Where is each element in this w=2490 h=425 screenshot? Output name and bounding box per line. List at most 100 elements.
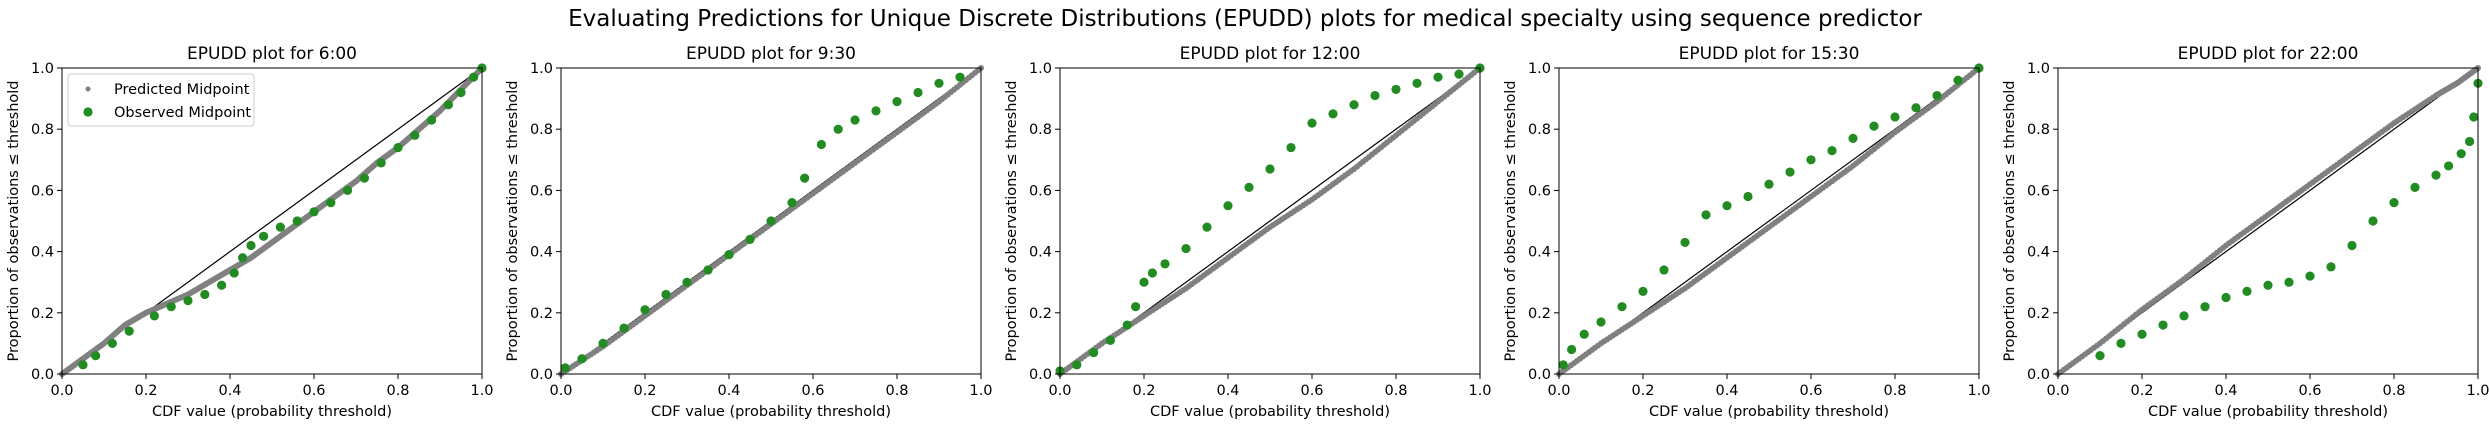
x-tick-label: 0.2 <box>2130 383 2153 399</box>
observed-point <box>2221 292 2231 303</box>
y-tick-label: 0.4 <box>1029 245 1052 261</box>
observed-point <box>1089 347 1099 358</box>
observed-point <box>1122 320 1132 330</box>
observed-point <box>2410 182 2420 192</box>
observed-point <box>1785 167 1795 177</box>
chart-title: EPUDD plot for 22:00 <box>2178 44 2359 64</box>
observed-point <box>1806 155 1816 165</box>
observed-point <box>292 216 302 226</box>
observed-point <box>376 158 386 168</box>
observed-point <box>2116 338 2126 348</box>
observed-point <box>640 305 650 315</box>
observed-point <box>1202 222 1212 232</box>
observed-point <box>1223 201 1233 211</box>
y-tick-label: 0.4 <box>530 245 553 261</box>
observed-point <box>2137 329 2147 339</box>
observed-point <box>2444 161 2454 171</box>
x-tick-label: 0.6 <box>1300 383 1323 399</box>
observed-point <box>149 311 159 321</box>
observed-point <box>892 97 902 107</box>
chart-panel-4: 0.0 0.2 0.4 0.6 0.8 1.0 0.0 0.2 0.4 0.6 0.8 1.0 EPUD… <box>1503 44 1991 420</box>
figure-suptitle: Evaluating Predictions for Unique Discre… <box>568 6 1922 32</box>
y-tick-label: 0.0 <box>2027 367 2050 383</box>
observed-point <box>661 289 671 300</box>
chart-title: EPUDD plot for 15:30 <box>1679 44 1860 64</box>
y-tick-label: 1.0 <box>530 61 553 77</box>
y-axis-label: Proportion of observations ≤ threshold <box>6 81 22 362</box>
observed-point <box>393 142 403 153</box>
observed-point <box>78 360 88 370</box>
observed-point <box>1953 75 1963 85</box>
plot-frame <box>61 67 483 375</box>
legend-label-observed: Observed Midpoint <box>114 105 251 121</box>
y-tick-label: 0.2 <box>1029 306 1052 322</box>
observed-series <box>2095 78 2483 361</box>
observed-point <box>1349 100 1359 110</box>
observed-point <box>745 234 755 244</box>
y-tick-label: 0.0 <box>1528 367 1551 383</box>
observed-point <box>1370 90 1380 101</box>
predicted-series <box>1057 65 1483 377</box>
x-tick-label: 0.8 <box>885 383 908 399</box>
observed-point <box>1848 133 1858 143</box>
observed-point <box>934 78 944 88</box>
observed-point <box>619 323 629 333</box>
observed-point <box>309 207 319 217</box>
y-tick-label: 0.8 <box>530 122 553 138</box>
x-tick-label: 0.0 <box>1547 383 1570 399</box>
observed-series <box>78 63 487 370</box>
y-tick-label: 0.4 <box>2027 245 2050 261</box>
y-tick-label: 0.2 <box>2027 306 2050 322</box>
observed-point <box>107 338 117 348</box>
observed-point <box>2465 136 2475 147</box>
observed-point <box>2347 240 2357 251</box>
x-tick-label: 0.2 <box>1631 383 1654 399</box>
observed-point <box>1105 335 1115 345</box>
observed-point <box>1617 302 1627 312</box>
x-tick-label: 0.0 <box>1048 383 1071 399</box>
predicted-series <box>2055 65 2481 377</box>
chart-title: EPUDD plot for 6:00 <box>187 44 357 64</box>
observed-point <box>1701 210 1711 220</box>
y-tick-label: 0.8 <box>1528 122 1551 138</box>
x-axis-label: CDF value (probability threshold) <box>1150 404 1390 420</box>
x-tick-label: 1.0 <box>969 383 992 399</box>
observed-point <box>246 240 256 251</box>
observed-point <box>275 222 285 232</box>
plot-frame <box>2057 67 2479 375</box>
legend-label-predicted: Predicted Midpoint <box>114 82 250 98</box>
x-tick-label: 0.4 <box>2214 383 2237 399</box>
y-tick-label: 0.6 <box>1029 183 1052 199</box>
observed-point <box>1659 265 1669 275</box>
x-tick-label: 0.0 <box>549 383 572 399</box>
observed-point <box>326 198 336 208</box>
y-tick-label: 1.0 <box>1528 61 1551 77</box>
observed-point <box>2389 198 2399 208</box>
observed-point <box>456 87 466 98</box>
chart-title: EPUDD plot for 9:30 <box>686 44 856 64</box>
observed-point <box>410 130 420 140</box>
x-tick-label: 0.8 <box>1384 383 1407 399</box>
x-tick-label: 0.6 <box>1799 383 1822 399</box>
observed-point <box>427 115 437 125</box>
plot-frame <box>1558 67 1980 375</box>
x-tick-label: 0.6 <box>801 383 824 399</box>
observed-point <box>2431 170 2441 180</box>
y-tick-label: 0.2 <box>1528 306 1551 322</box>
observed-point <box>1328 109 1338 119</box>
y-tick-label: 0.6 <box>31 183 54 199</box>
observed-point <box>577 354 587 364</box>
observed-series <box>1558 63 1984 370</box>
predicted-series <box>1556 65 1982 377</box>
observed-point <box>850 115 860 125</box>
y-tick-label: 0.8 <box>1029 122 1052 138</box>
observed-point <box>91 351 101 361</box>
observed-point <box>469 72 479 82</box>
observed-point <box>2179 311 2189 321</box>
observed-point <box>1244 182 1254 192</box>
observed-point <box>1722 201 1732 211</box>
observed-point <box>871 106 881 116</box>
x-tick-label: 1.0 <box>1967 383 1990 399</box>
observed-point <box>1072 360 1082 370</box>
